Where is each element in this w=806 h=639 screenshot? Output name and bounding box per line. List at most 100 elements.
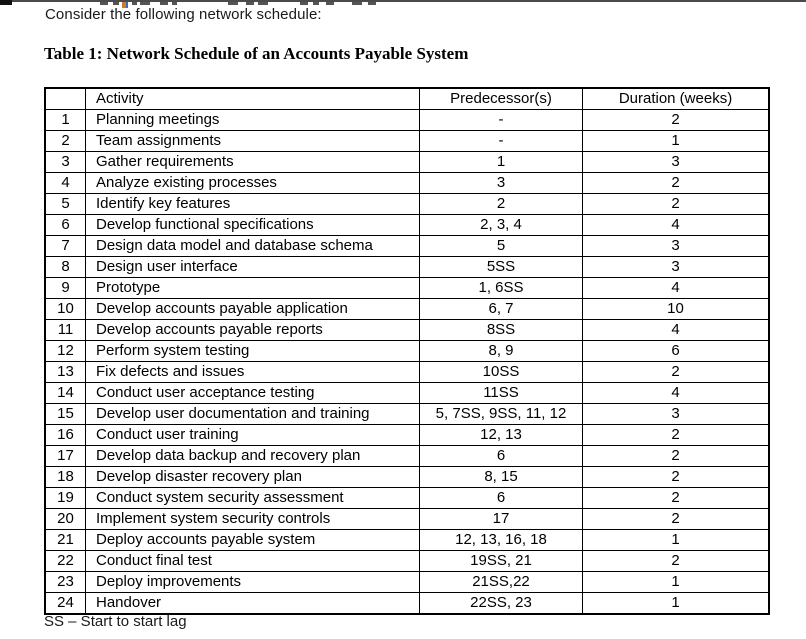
activity-cell: Deploy accounts payable system <box>85 529 420 551</box>
cropped-text-fragment <box>122 2 126 8</box>
predecessors-cell: 5, 7SS, 9SS, 11, 12 <box>419 403 583 425</box>
duration-cell: 4 <box>582 382 770 404</box>
activity-cell: Develop accounts payable reports <box>85 319 420 341</box>
row-number-cell: 13 <box>44 361 86 383</box>
duration-cell: 1 <box>582 529 770 551</box>
table-header: Activity Predecessor(s) Duration (weeks) <box>44 87 770 110</box>
row-number-cell: 14 <box>44 382 86 404</box>
header-activity: Activity <box>85 87 420 110</box>
row-number-cell: 12 <box>44 340 86 362</box>
predecessors-cell: 22SS, 23 <box>419 592 583 615</box>
row-number-cell: 7 <box>44 235 86 257</box>
row-number-cell: 18 <box>44 466 86 488</box>
duration-cell: 3 <box>582 403 770 425</box>
row-number-cell: 4 <box>44 172 86 194</box>
activity-cell: Develop functional specifications <box>85 214 420 236</box>
activity-cell: Analyze existing processes <box>85 172 420 194</box>
activity-cell: Prototype <box>85 277 420 299</box>
cropped-text-fragment <box>126 2 128 8</box>
row-number-cell: 22 <box>44 550 86 572</box>
activity-cell: Identify key features <box>85 193 420 215</box>
table-row: 9 Prototype 1, 6SS 4 <box>44 277 770 299</box>
predecessors-cell: 19SS, 21 <box>419 550 583 572</box>
activity-cell: Conduct system security assessment <box>85 487 420 509</box>
predecessors-cell: 2, 3, 4 <box>419 214 583 236</box>
table-row: 15 Develop user documentation and trainin… <box>44 403 770 425</box>
duration-cell: 4 <box>582 319 770 341</box>
duration-cell: 2 <box>582 109 770 131</box>
predecessors-cell: 6, 7 <box>419 298 583 320</box>
cropped-text-fragment <box>132 2 137 5</box>
row-number-cell: 9 <box>44 277 86 299</box>
duration-cell: 2 <box>582 193 770 215</box>
duration-cell: 2 <box>582 550 770 572</box>
table-row: 16 Conduct user training 12, 13 2 <box>44 424 770 446</box>
activity-cell: Conduct user acceptance testing <box>85 382 420 404</box>
table-row: 19 Conduct system security assessment 6 2 <box>44 487 770 509</box>
table-row: 13 Fix defects and issues 10SS 2 <box>44 361 770 383</box>
duration-cell: 2 <box>582 487 770 509</box>
table-row: 22 Conduct final test 19SS, 21 2 <box>44 550 770 572</box>
cropped-text-fragment <box>368 2 376 5</box>
predecessors-cell: - <box>419 130 583 152</box>
duration-cell: 3 <box>582 235 770 257</box>
cropped-text-fragment <box>228 2 238 5</box>
table-row: 21 Deploy accounts payable system 12, 13, … <box>44 529 770 551</box>
table-row: 2 Team assignments -1 <box>44 130 770 152</box>
header-index <box>44 87 86 110</box>
row-number-cell: 21 <box>44 529 86 551</box>
activity-cell: Develop user documentation and training <box>85 403 420 425</box>
row-number-cell: 11 <box>44 319 86 341</box>
table-row: 23 Deploy improvements 21SS,22 1 <box>44 571 770 593</box>
predecessors-cell: - <box>419 109 583 131</box>
duration-cell: 3 <box>582 256 770 278</box>
activity-cell: Handover <box>85 592 420 615</box>
cropped-text-fragment <box>258 2 268 5</box>
row-number-cell: 3 <box>44 151 86 173</box>
table-row: 5 Identify key features 2 2 <box>44 193 770 215</box>
row-number-cell: 16 <box>44 424 86 446</box>
table-row: 18 Develop disaster recovery plan 8, 15 2 <box>44 466 770 488</box>
intro-text: Consider the following network schedule: <box>45 6 322 23</box>
activity-cell: Design data model and database schema <box>85 235 420 257</box>
row-number-cell: 23 <box>44 571 86 593</box>
row-number-cell: 15 <box>44 403 86 425</box>
cropped-text-fragment <box>172 2 177 5</box>
table-row: 24 Handover 22SS, 23 1 <box>44 592 770 615</box>
predecessors-cell: 12, 13 <box>419 424 583 446</box>
duration-cell: 2 <box>582 361 770 383</box>
row-number-cell: 5 <box>44 193 86 215</box>
row-number-cell: 8 <box>44 256 86 278</box>
ss-footnote: SS – Start to start lag <box>44 613 187 630</box>
predecessors-cell: 5SS <box>419 256 583 278</box>
activity-cell: Gather requirements <box>85 151 420 173</box>
duration-cell: 2 <box>582 172 770 194</box>
predecessors-cell: 17 <box>419 508 583 530</box>
predecessors-cell: 3 <box>419 172 583 194</box>
table-row: 17 Develop data backup and recovery plan 6… <box>44 445 770 467</box>
table-row: 10 Develop accounts payable application 6,… <box>44 298 770 320</box>
table-row: 1 Planning meetings -2 <box>44 109 770 131</box>
row-number-cell: 17 <box>44 445 86 467</box>
activity-cell: Develop disaster recovery plan <box>85 466 420 488</box>
duration-cell: 4 <box>582 277 770 299</box>
predecessors-cell: 5 <box>419 235 583 257</box>
duration-cell: 1 <box>582 571 770 593</box>
cropped-text-fragment <box>313 2 319 5</box>
cropped-text-fragment <box>300 2 308 5</box>
table-row: 3 Gather requirements 1 3 <box>44 151 770 173</box>
activity-cell: Develop accounts payable application <box>85 298 420 320</box>
activity-cell: Conduct user training <box>85 424 420 446</box>
duration-cell: 1 <box>582 592 770 615</box>
predecessors-cell: 8, 9 <box>419 340 583 362</box>
predecessors-cell: 8, 15 <box>419 466 583 488</box>
table-row: 20 Implement system security controls 17 2 <box>44 508 770 530</box>
predecessors-cell: 6 <box>419 487 583 509</box>
network-schedule-table: Activity Predecessor(s) Duration (weeks)… <box>44 87 770 615</box>
activity-cell: Team assignments <box>85 130 420 152</box>
header-predecessors: Predecessor(s) <box>419 87 583 110</box>
duration-cell: 2 <box>582 424 770 446</box>
duration-cell: 2 <box>582 508 770 530</box>
cropped-text-block <box>0 0 12 5</box>
